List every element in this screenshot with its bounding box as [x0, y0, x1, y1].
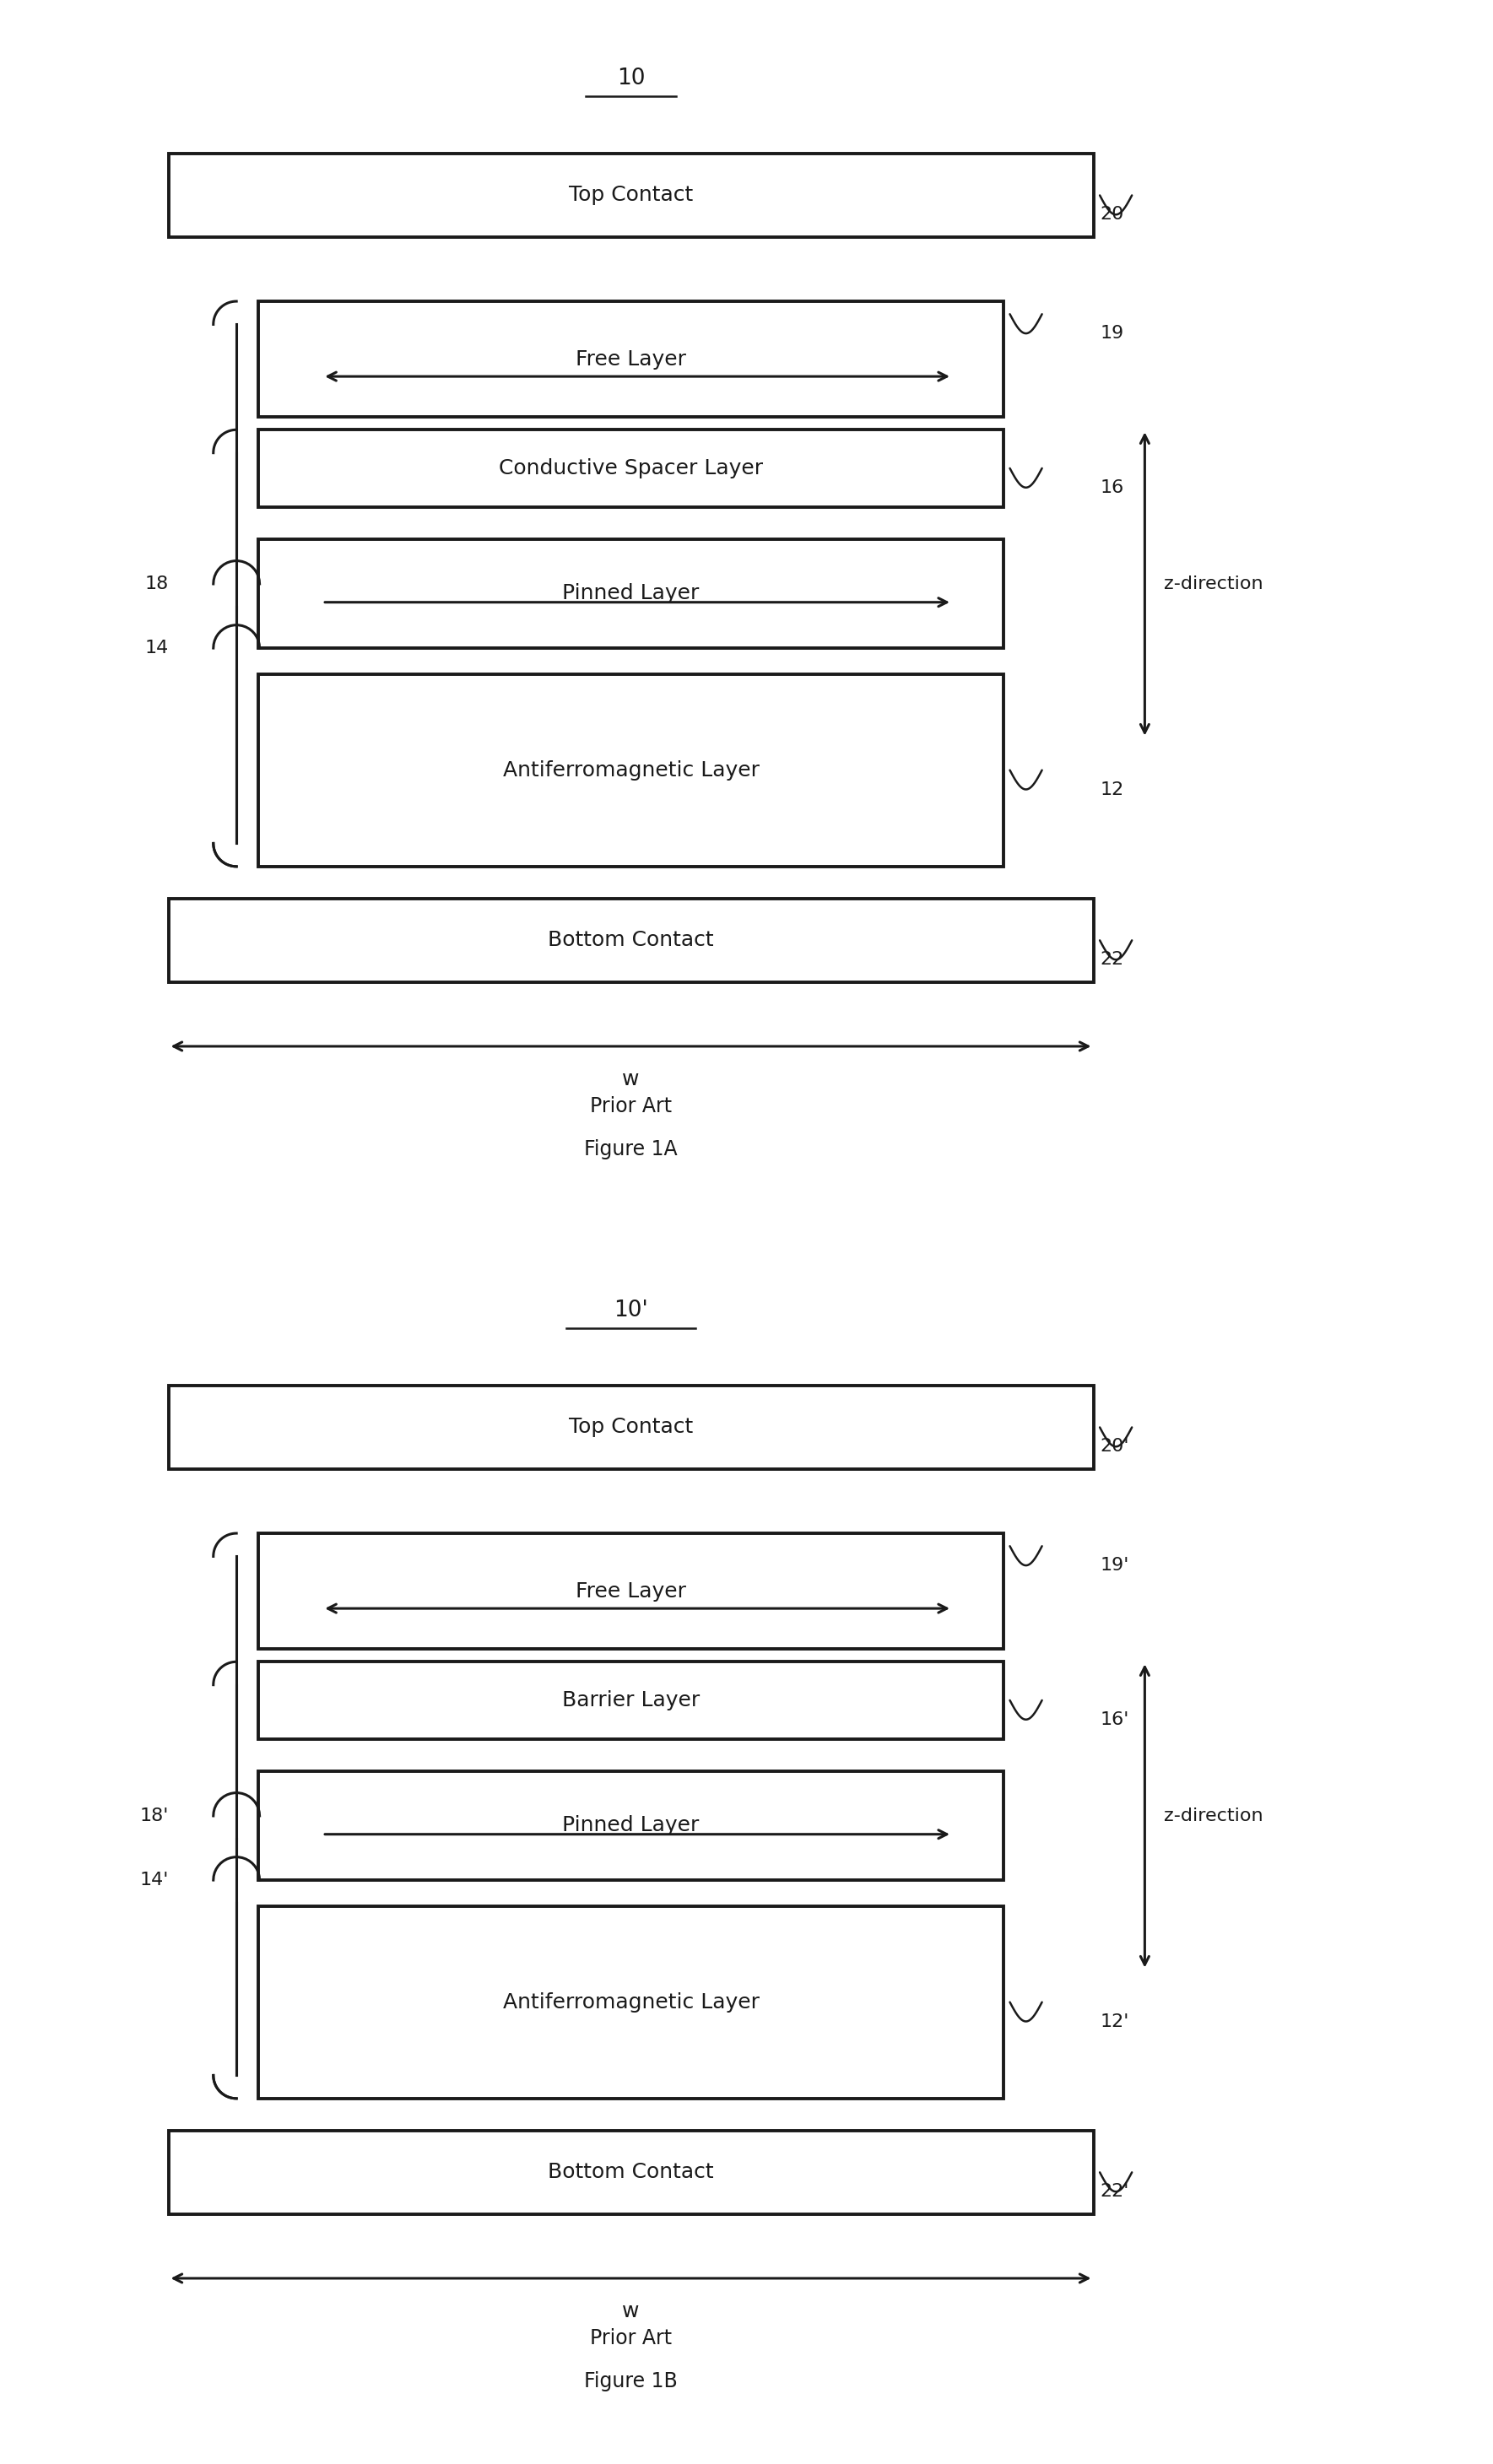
- Text: Prior Art: Prior Art: [590, 1096, 672, 1116]
- Text: w: w: [623, 1069, 639, 1089]
- Bar: [258, 540, 1003, 648]
- Text: 18: 18: [145, 577, 169, 591]
- Text: 19: 19: [1100, 325, 1124, 342]
- Text: 16': 16': [1100, 1710, 1129, 1727]
- Bar: [169, 2131, 1093, 2215]
- Text: Figure 1B: Figure 1B: [584, 2370, 678, 2390]
- Text: 16: 16: [1100, 478, 1124, 495]
- Text: Antiferromagnetic Layer: Antiferromagnetic Layer: [503, 1991, 758, 2013]
- Text: Top Contact: Top Contact: [569, 1417, 693, 1437]
- Text: 14': 14': [139, 1873, 169, 1887]
- Text: Conductive Spacer Layer: Conductive Spacer Layer: [499, 458, 763, 478]
- Text: 20: 20: [1100, 207, 1124, 224]
- Text: Bottom Contact: Bottom Contact: [548, 931, 714, 951]
- Text: Bottom Contact: Bottom Contact: [548, 2163, 714, 2183]
- Text: 20': 20': [1100, 1439, 1129, 1456]
- Text: 19': 19': [1100, 1557, 1129, 1574]
- Text: 12: 12: [1100, 781, 1124, 798]
- Text: 22': 22': [1100, 2183, 1129, 2200]
- Text: Figure 1A: Figure 1A: [584, 1138, 678, 1158]
- Bar: [258, 673, 1003, 867]
- Bar: [169, 899, 1093, 983]
- Text: z-direction: z-direction: [1165, 1809, 1263, 1823]
- Text: Barrier Layer: Barrier Layer: [561, 1690, 700, 1710]
- Text: 10': 10': [614, 1299, 648, 1321]
- Text: w: w: [623, 2301, 639, 2321]
- Text: 12': 12': [1100, 2013, 1129, 2030]
- Bar: [258, 1661, 1003, 1740]
- Text: Pinned Layer: Pinned Layer: [563, 1816, 699, 1836]
- Text: 10: 10: [617, 67, 645, 89]
- Text: 14: 14: [145, 641, 169, 655]
- Text: z-direction: z-direction: [1165, 577, 1263, 591]
- Bar: [169, 153, 1093, 237]
- Text: Antiferromagnetic Layer: Antiferromagnetic Layer: [503, 759, 758, 781]
- Text: Pinned Layer: Pinned Layer: [563, 584, 699, 604]
- Bar: [258, 301, 1003, 416]
- Bar: [258, 1905, 1003, 2099]
- Text: Free Layer: Free Layer: [576, 1582, 687, 1602]
- Bar: [258, 1772, 1003, 1880]
- Bar: [169, 1385, 1093, 1469]
- Text: Top Contact: Top Contact: [569, 185, 693, 205]
- Text: 18': 18': [139, 1809, 169, 1823]
- Text: Prior Art: Prior Art: [590, 2328, 672, 2348]
- Text: 22: 22: [1100, 951, 1124, 968]
- Bar: [258, 429, 1003, 508]
- Bar: [258, 1533, 1003, 1648]
- Text: Free Layer: Free Layer: [576, 350, 687, 370]
